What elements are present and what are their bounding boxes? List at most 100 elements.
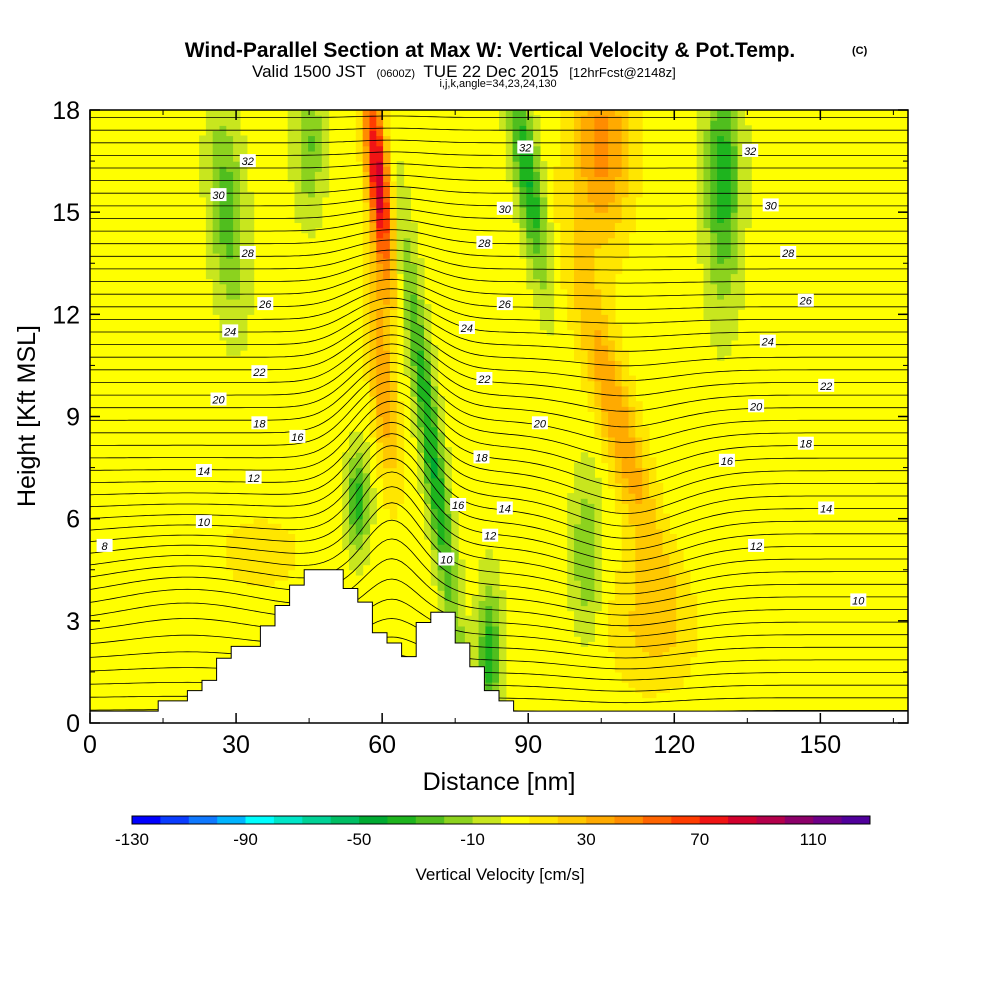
velocity-cell (240, 242, 248, 249)
velocity-cell (410, 293, 418, 300)
velocity-cell (369, 411, 377, 418)
velocity-cell (594, 176, 602, 183)
velocity-cell (383, 253, 391, 259)
velocity-cell (744, 125, 752, 131)
velocity-cell (362, 166, 371, 172)
velocity-cell (567, 574, 575, 581)
velocity-cell (485, 615, 493, 622)
velocity-cell (710, 191, 718, 198)
velocity-cell (710, 232, 718, 239)
velocity-cell (614, 237, 623, 244)
velocity-cell (710, 196, 718, 203)
velocity-cell (730, 207, 739, 213)
velocity-cell (389, 207, 398, 213)
velocity-cell (614, 625, 623, 632)
velocity-cell (724, 334, 732, 341)
velocity-cell (703, 273, 711, 280)
velocity-cell (655, 641, 664, 647)
velocity-cell (233, 253, 241, 259)
velocity-cell (526, 232, 534, 239)
velocity-cell (539, 196, 548, 203)
velocity-cell (621, 559, 630, 566)
velocity-cell (444, 462, 452, 469)
velocity-cell (601, 431, 609, 438)
velocity-cell (246, 273, 255, 280)
velocity-cell (580, 222, 589, 229)
velocity-cell (567, 140, 575, 147)
velocity-cell (403, 191, 411, 198)
velocity-cell (614, 212, 623, 218)
velocity-cell (703, 293, 711, 300)
velocity-cell (553, 181, 561, 188)
velocity-cell (642, 595, 650, 601)
velocity-cell (376, 232, 384, 239)
velocity-cell (485, 677, 493, 683)
velocity-cell (212, 145, 221, 152)
velocity-cell (601, 207, 609, 213)
velocity-cell (410, 380, 418, 387)
velocity-cell (485, 549, 493, 555)
velocity-cell (662, 620, 670, 627)
velocity-cell (383, 421, 391, 428)
velocity-cell (212, 176, 221, 183)
velocity-cell (730, 135, 739, 142)
velocity-cell (737, 217, 745, 223)
velocity-cell (362, 503, 371, 509)
velocity-cell (499, 692, 507, 699)
velocity-cell (376, 467, 384, 474)
velocity-cell (526, 125, 534, 131)
velocity-cell (567, 544, 575, 550)
velocity-cell (246, 222, 255, 229)
velocity-cell (635, 569, 643, 576)
velocity-cell (492, 564, 500, 571)
velocity-cell (580, 350, 589, 356)
isentrope-line (90, 380, 908, 473)
velocity-cell (621, 120, 630, 126)
velocity-cell (533, 268, 541, 275)
velocity-cell (396, 232, 405, 239)
velocity-cell (567, 263, 575, 269)
velocity-cell (349, 549, 357, 555)
velocity-cell (389, 324, 398, 331)
velocity-cell (601, 345, 609, 351)
velocity-cell (246, 232, 255, 239)
velocity-cell (737, 125, 745, 131)
velocity-cell (437, 508, 445, 515)
velocity-cell (301, 176, 309, 183)
velocity-cell (355, 554, 364, 561)
velocity-cell (574, 299, 582, 305)
velocity-cell (424, 309, 432, 315)
velocity-cell (567, 564, 575, 571)
velocity-cell (246, 191, 255, 198)
velocity-cell (240, 232, 248, 239)
velocity-cell (226, 549, 234, 555)
isentrope-line (90, 259, 908, 284)
velocity-cell (594, 339, 602, 346)
velocity-cell (710, 166, 718, 172)
velocity-cell (444, 498, 452, 504)
velocity-cell (417, 360, 425, 366)
velocity-cell (424, 508, 432, 515)
velocity-cell (621, 212, 630, 218)
velocity-cell (253, 518, 261, 525)
velocity-cell (614, 380, 623, 387)
velocity-cell (635, 585, 643, 591)
velocity-cell (628, 442, 636, 448)
velocity-cell (608, 212, 616, 218)
velocity-cell (437, 406, 445, 412)
velocity-cell (553, 186, 561, 193)
colorbar-tick-label: 110 (800, 830, 827, 849)
velocity-cell (608, 293, 616, 300)
velocity-cell (689, 615, 698, 622)
velocity-cell (710, 217, 718, 223)
velocity-cell (471, 610, 480, 617)
velocity-cell (233, 574, 241, 581)
velocity-cell (417, 299, 425, 305)
velocity-cell (553, 171, 561, 177)
velocity-cell (567, 309, 575, 315)
velocity-cell (349, 467, 357, 474)
contour-label: 20 (531, 416, 548, 430)
velocity-cell (226, 258, 234, 264)
contour-label: 14 (818, 501, 835, 516)
velocity-cell (580, 110, 589, 116)
